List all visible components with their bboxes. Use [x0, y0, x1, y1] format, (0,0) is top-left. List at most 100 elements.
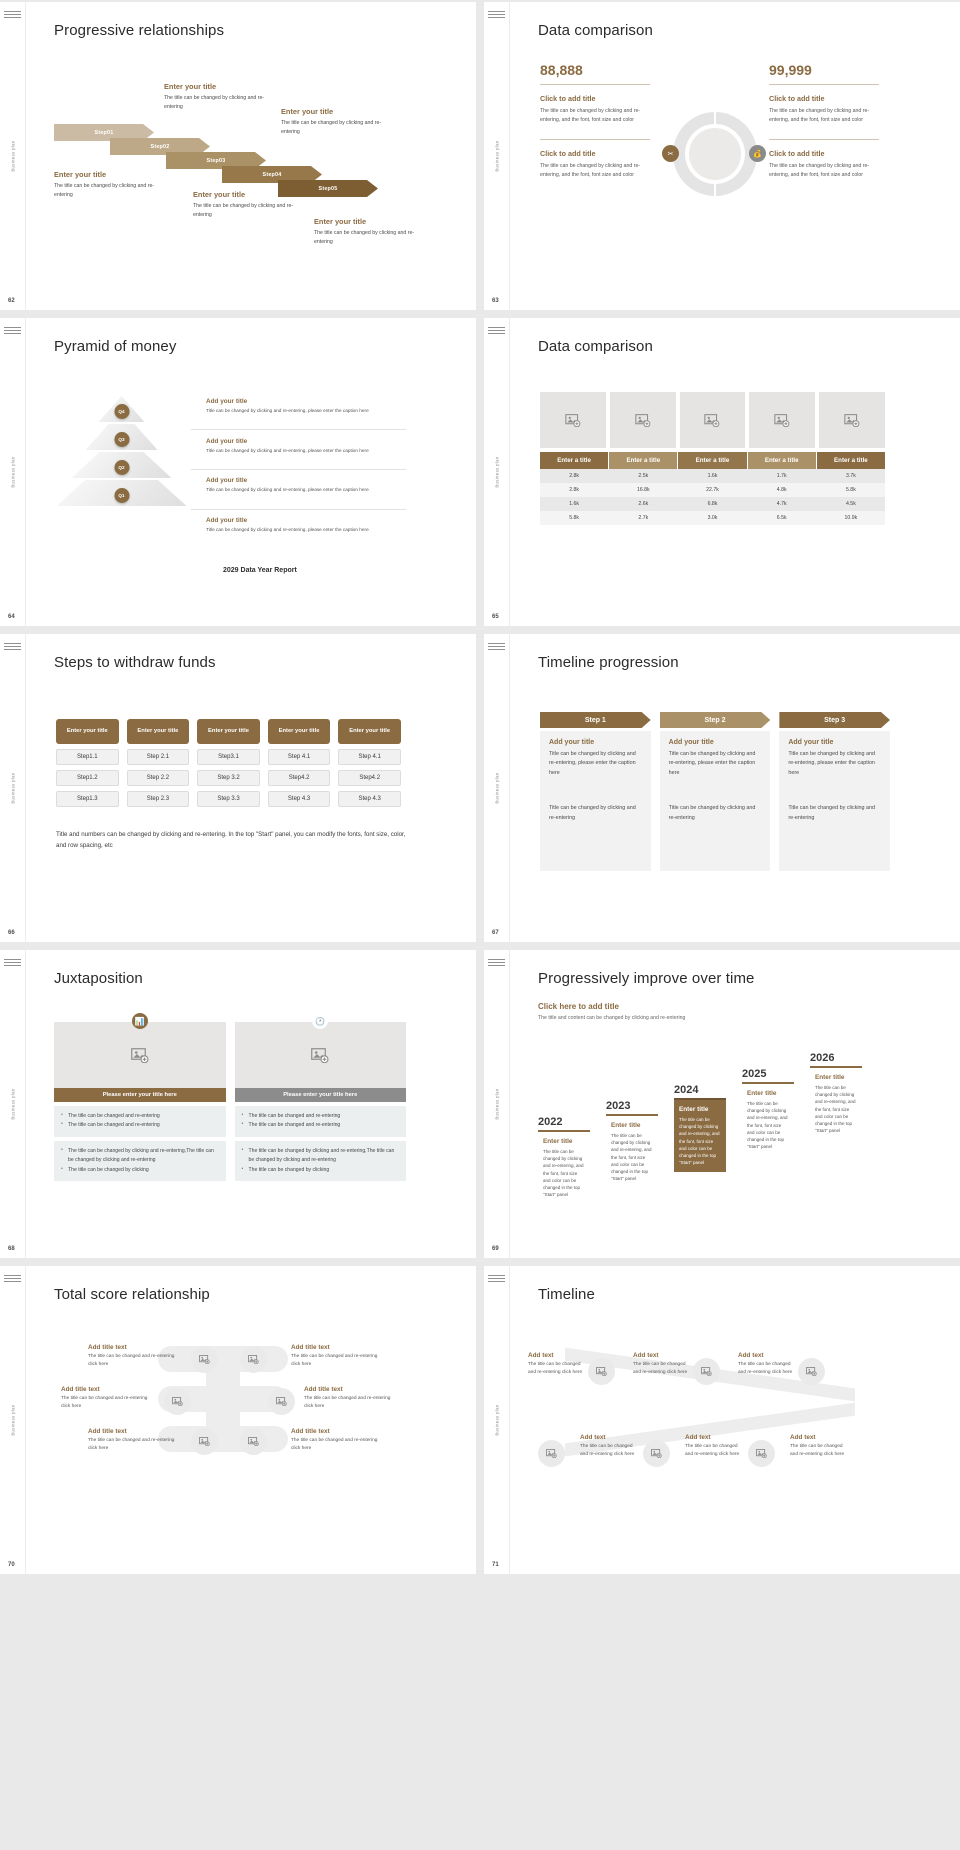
- slide-65[interactable]: Business plan 65 Data comparison Enter a…: [484, 318, 960, 626]
- image-placeholder-icon[interactable]: [819, 392, 885, 448]
- timeline-step-header[interactable]: Step 1: [540, 712, 651, 728]
- image-placeholder-icon[interactable]: [540, 392, 606, 448]
- pyramid-badge-q2[interactable]: Q2: [114, 460, 129, 475]
- step-cell[interactable]: Step4.2: [267, 770, 331, 786]
- year-box[interactable]: Enter title The title can be changed by …: [742, 1082, 794, 1157]
- lead-text: The title and content can be changed by …: [538, 1015, 686, 1021]
- scissors-icon[interactable]: ✂: [662, 145, 679, 162]
- image-placeholder-icon[interactable]: [749, 392, 816, 448]
- step-column-header[interactable]: Enter your title: [267, 719, 331, 744]
- panel-title-bar[interactable]: Please enter your title here: [234, 1088, 406, 1102]
- page-title: Pyramid of money: [54, 338, 177, 355]
- step-cell[interactable]: Step1.1: [56, 749, 119, 765]
- table-header-cell[interactable]: Enter a title: [540, 452, 609, 469]
- slide-71[interactable]: Business plan 71 Timeline Add text The t…: [484, 1266, 960, 1574]
- image-placeholder-icon[interactable]: [748, 1440, 775, 1467]
- timeline-step-header[interactable]: Step 2: [660, 712, 771, 728]
- timeline-card[interactable]: Add your title Title can be changed by c…: [659, 731, 771, 871]
- step-cell[interactable]: Step 2.2: [126, 770, 190, 786]
- node-text: The title can be changed and re-entering…: [685, 1444, 740, 1457]
- slide-body: Progressively improve over time Click he…: [510, 950, 960, 1258]
- step-cell[interactable]: Step 4.1: [267, 749, 331, 765]
- arrow-step-3[interactable]: Step03: [166, 152, 266, 169]
- slide-rail: Business plan 65: [484, 318, 510, 626]
- slide-63[interactable]: Business plan 63 Data comparison 88,888 …: [484, 2, 960, 310]
- image-placeholder-icon[interactable]: [706, 146, 724, 162]
- slide-67[interactable]: Business plan 67 Timeline progression St…: [484, 634, 960, 942]
- pyramid-badge-q4[interactable]: Q4: [114, 404, 129, 419]
- step-cell[interactable]: Step 3.3: [197, 791, 260, 807]
- timeline-step-header[interactable]: Step 3: [779, 712, 890, 728]
- year-box[interactable]: Enter title The title can be changed by …: [810, 1066, 862, 1141]
- step-cell[interactable]: Step1.2: [56, 770, 119, 786]
- image-placeholder-icon[interactable]: [268, 1388, 295, 1415]
- timeline-card-text: Title can be changed by clicking and re-…: [549, 751, 636, 776]
- page-title: Progressive relationships: [54, 22, 225, 39]
- step-cell[interactable]: Step 2.3: [126, 791, 190, 807]
- page-title: Progressively improve over time: [538, 970, 755, 987]
- slide-68[interactable]: Business plan 68 Juxtaposition 📊 Please …: [0, 950, 476, 1258]
- year-card-2022[interactable]: 2022 Enter title The title can be change…: [538, 1116, 590, 1205]
- page-number: 62: [8, 298, 15, 304]
- step-cell[interactable]: Step 4.3: [338, 791, 401, 807]
- image-placeholder-icon[interactable]: [609, 392, 676, 448]
- slide-body: Timeline Add text The title can be chang…: [510, 1266, 960, 1574]
- panel-title-bar[interactable]: Please enter your title here: [54, 1088, 226, 1102]
- arrow-step-4[interactable]: Step04: [222, 166, 322, 183]
- step-cell[interactable]: Step1.3: [56, 791, 119, 807]
- slide-62[interactable]: Business plan 62 Progressive relationshi…: [0, 2, 476, 310]
- image-placeholder-icon[interactable]: [234, 1022, 406, 1088]
- step-column-header[interactable]: Enter your title: [197, 719, 260, 744]
- step-cell[interactable]: Step3.1: [197, 749, 260, 765]
- pyramid-badge-q3-label: Q3: [118, 437, 125, 442]
- image-placeholder-icon[interactable]: [538, 1440, 565, 1467]
- left-block-1-title: Click to add title: [540, 94, 596, 103]
- year-box[interactable]: Enter title The title can be changed by …: [674, 1098, 726, 1173]
- step-column-header[interactable]: Enter your title: [338, 719, 401, 744]
- step-column-header[interactable]: Enter your title: [56, 719, 119, 744]
- image-placeholder-icon[interactable]: [54, 1022, 226, 1088]
- page-number: 66: [8, 930, 15, 936]
- arrow-step-1-label: Step01: [94, 129, 114, 136]
- arrow-step-2[interactable]: Step02: [110, 138, 210, 155]
- image-placeholder-icon[interactable]: [679, 392, 746, 448]
- table-header-cell[interactable]: Enter a title: [678, 452, 747, 469]
- step-cell[interactable]: Step 4.3: [267, 791, 331, 807]
- image-placeholder-icon[interactable]: [240, 1428, 267, 1455]
- arrow-step-5[interactable]: Step05: [278, 180, 378, 197]
- image-placeholder-icon[interactable]: [240, 1346, 267, 1373]
- timeline-card[interactable]: Add your title Title can be changed by c…: [540, 731, 651, 871]
- image-placeholder-icon[interactable]: [798, 1358, 825, 1385]
- table-header-cell[interactable]: Enter a title: [609, 452, 678, 469]
- slide-66[interactable]: Business plan 66 Steps to withdraw funds…: [0, 634, 476, 942]
- table-header-cell[interactable]: Enter a title: [816, 452, 885, 469]
- timeline-card-text2: Title can be changed by clicking and re-…: [668, 805, 756, 821]
- slide-64[interactable]: Business plan 64 Pyramid of money Q4 Q3 …: [0, 318, 476, 626]
- pyramid-badge-q3[interactable]: Q3: [114, 432, 129, 447]
- image-placeholder-icon[interactable]: [588, 1358, 615, 1385]
- slide-69[interactable]: Business plan 69 Progressively improve o…: [484, 950, 960, 1258]
- pyramid-badge-q1[interactable]: Q1: [114, 488, 129, 503]
- image-placeholder-icon[interactable]: [693, 1358, 720, 1385]
- money-bag-icon[interactable]: 💰: [749, 145, 766, 162]
- table-header-cell[interactable]: Enter a title: [747, 452, 816, 469]
- year-card-2026[interactable]: 2026 Enter title The title can be change…: [810, 1052, 862, 1141]
- year-card-2025[interactable]: 2025 Enter title The title can be change…: [742, 1068, 794, 1157]
- image-placeholder-icon[interactable]: [191, 1346, 218, 1373]
- year-card-2023[interactable]: 2023 Enter title The title can be change…: [606, 1100, 658, 1189]
- image-placeholder-icon[interactable]: [643, 1440, 670, 1467]
- node-text: The title can be changed and re-entering…: [790, 1444, 845, 1457]
- step-cell[interactable]: Step 2.1: [126, 749, 190, 765]
- step-column-header[interactable]: Enter your title: [126, 719, 190, 744]
- step-cell[interactable]: Step 3.2: [197, 770, 260, 786]
- image-placeholder-icon[interactable]: [191, 1428, 218, 1455]
- step-cell[interactable]: Step 4.1: [338, 749, 401, 765]
- slide-70[interactable]: Business plan 70 Total score relationshi…: [0, 1266, 476, 1574]
- year-box[interactable]: Enter title The title can be changed by …: [606, 1114, 658, 1189]
- arrow-step-1[interactable]: Step01: [54, 124, 154, 141]
- year-card-2024[interactable]: 2024 Enter title The title can be change…: [674, 1084, 726, 1173]
- timeline-card[interactable]: Add your title Title can be changed by c…: [779, 731, 890, 871]
- image-placeholder-icon[interactable]: [164, 1388, 191, 1415]
- step-cell[interactable]: Step4.2: [338, 770, 401, 786]
- year-box[interactable]: Enter title The title can be changed by …: [538, 1130, 590, 1205]
